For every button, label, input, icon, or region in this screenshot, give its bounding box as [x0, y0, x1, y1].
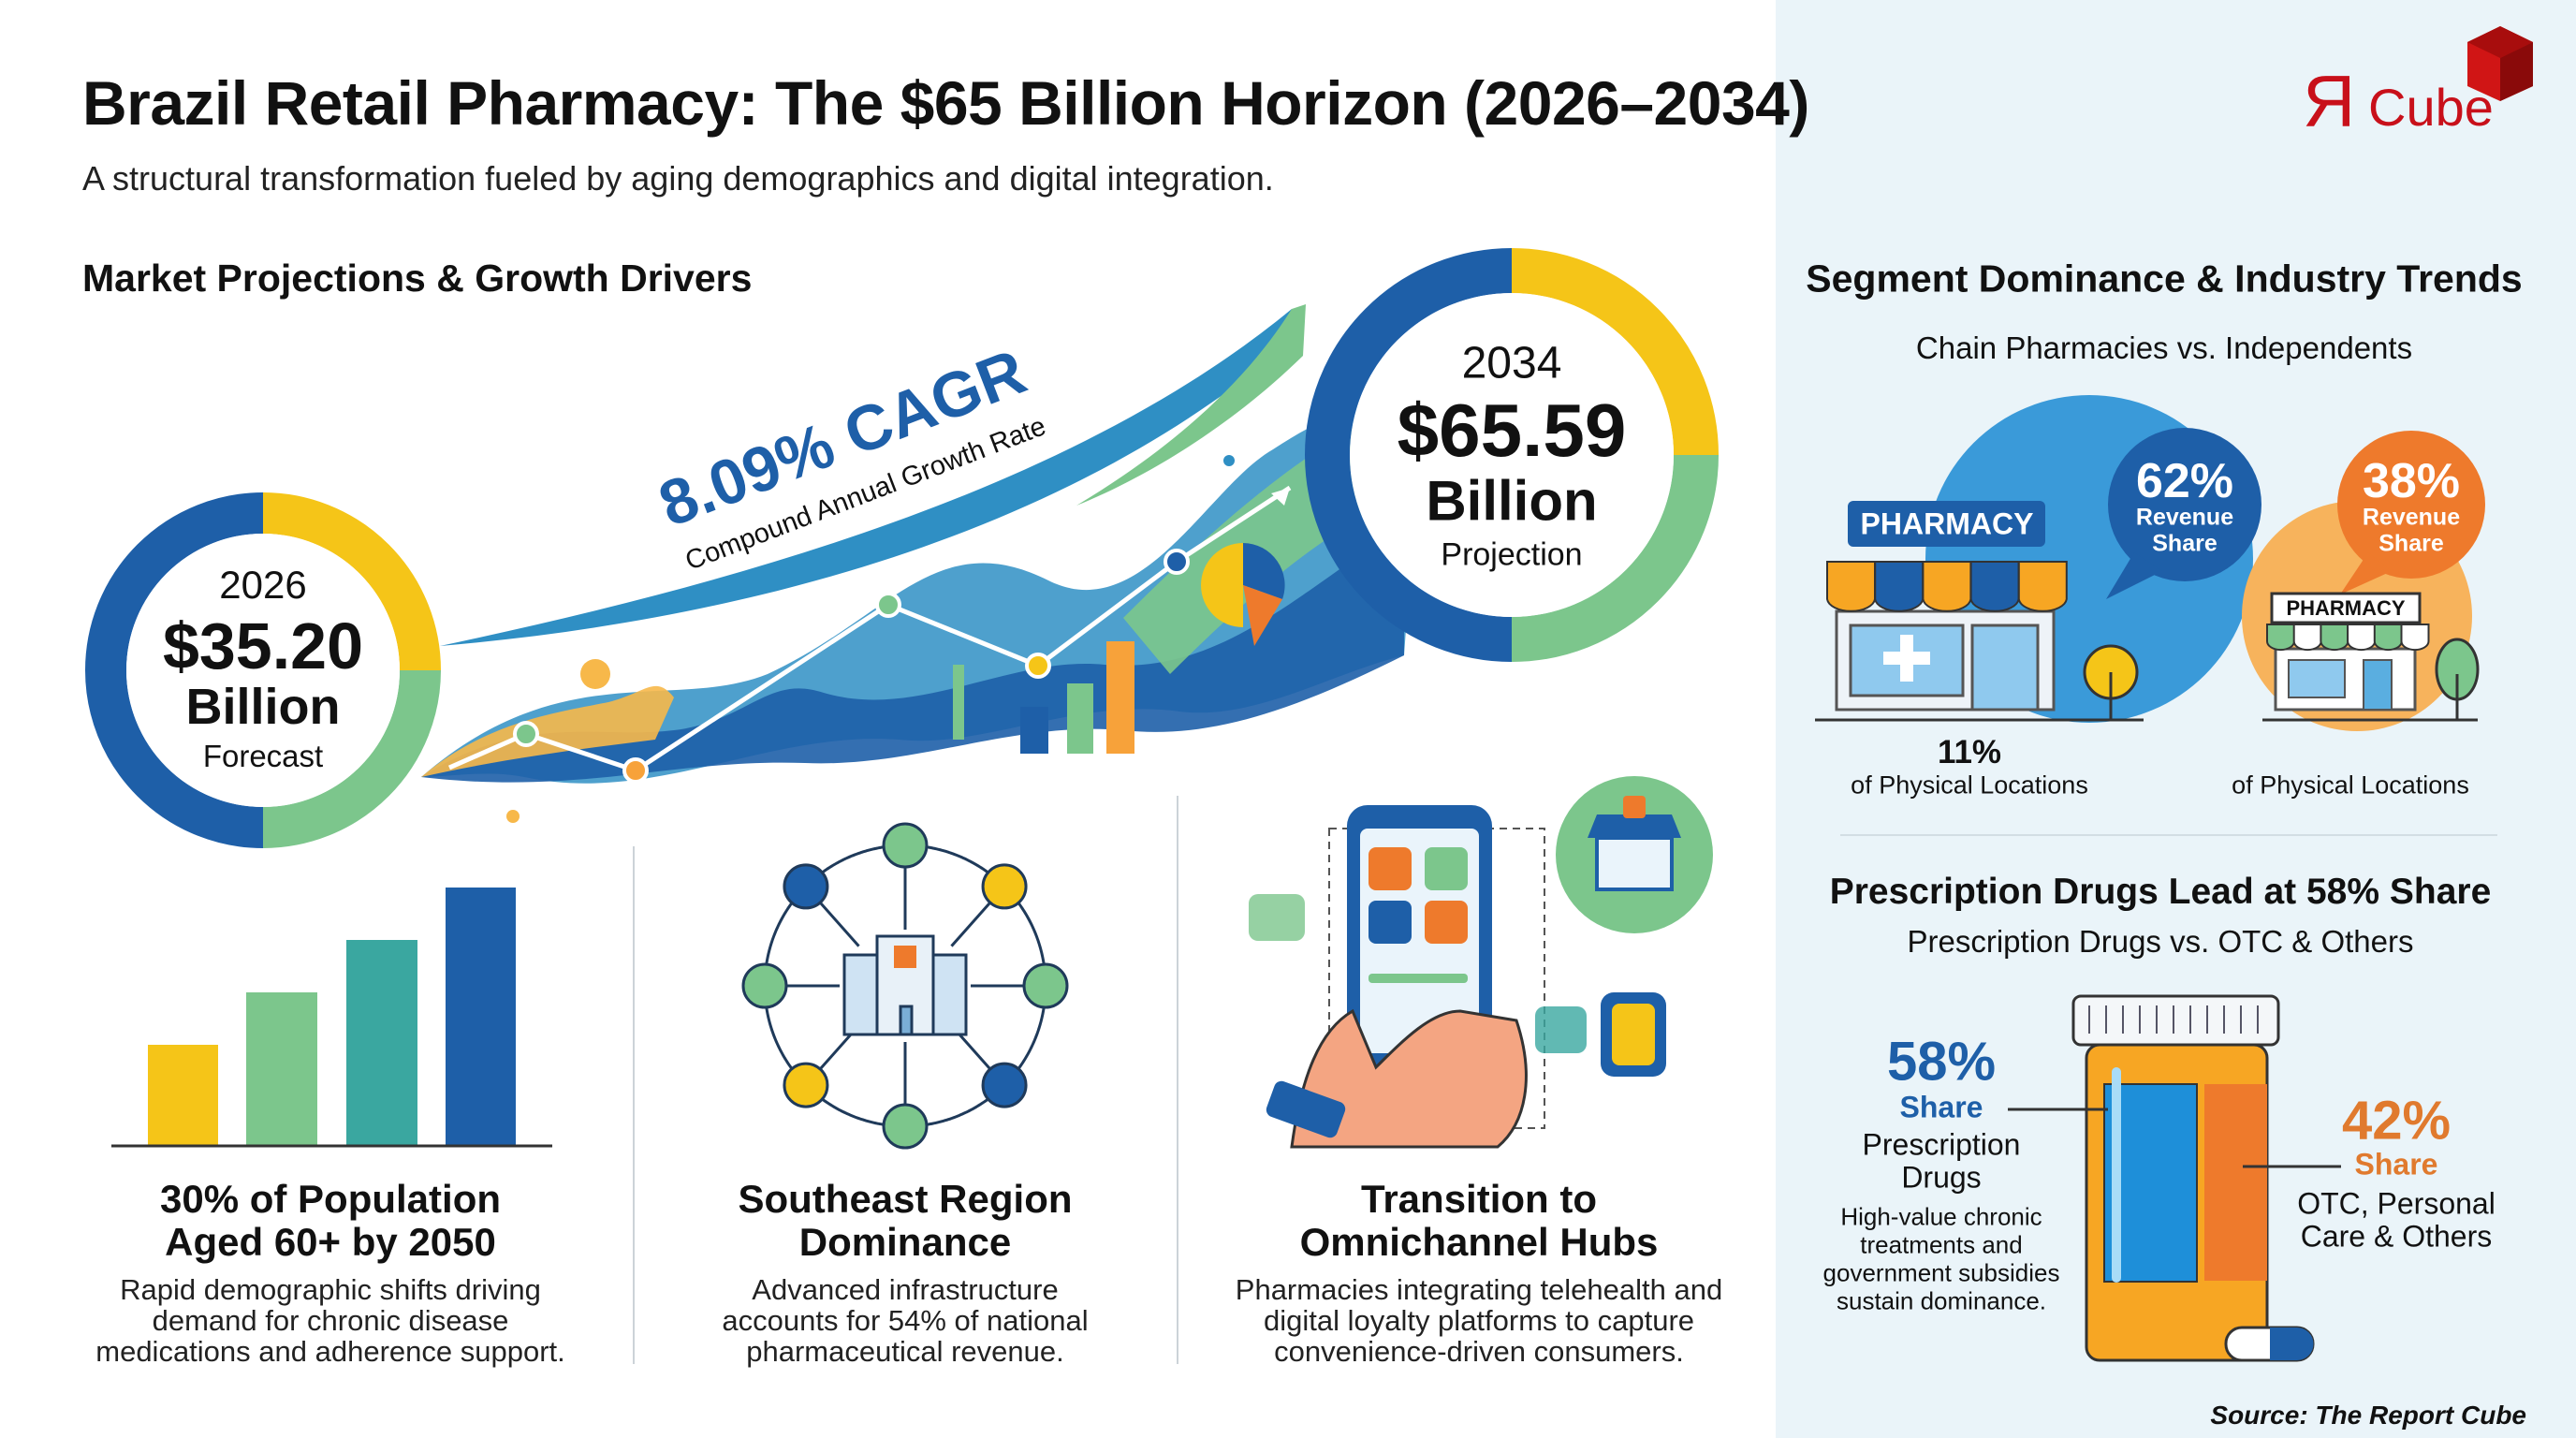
otc-label: Care & Others: [2300, 1219, 2493, 1254]
rx-label: Drugs: [1901, 1160, 1982, 1195]
driver-text: convenience-driven consumers.: [1274, 1335, 1684, 1368]
network-node: [1022, 962, 1069, 1009]
end-year: 2034: [1461, 338, 1562, 389]
end-value: $65.59: [1397, 389, 1627, 472]
network-node: [882, 1103, 929, 1150]
bar-chart-icon: [111, 888, 552, 1148]
prescription-title: Prescription Drugs Lead at 58% Share: [1829, 872, 2492, 912]
driver-text: accounts for 54% of national: [722, 1304, 1089, 1337]
report-cube-logo: Я Cube: [2303, 26, 2533, 142]
driver-text: demand for chronic disease: [152, 1304, 509, 1337]
pill-bottle-icon: [2008, 994, 2341, 1362]
network-node: [981, 1062, 1028, 1108]
independent-revenue-share: 38%: [2362, 454, 2461, 508]
awning-stripe: [2320, 624, 2349, 652]
start-value: $35.20: [162, 609, 364, 682]
chain-share-label: Share: [2152, 530, 2217, 557]
rx-desc: treatments and: [1860, 1230, 2023, 1259]
chain-vs-independent-illustration: [1815, 395, 2485, 731]
awning-stripe: [2292, 624, 2322, 652]
network-node: [783, 1062, 829, 1108]
rx-share-pct: 58%: [1886, 1031, 1997, 1093]
network-node: [981, 863, 1028, 910]
driver-title: Transition to: [1361, 1177, 1597, 1221]
network-node: [783, 863, 829, 910]
awning-stripe: [2400, 624, 2430, 652]
chain-vs-independent-subtitle: Chain Pharmacies vs. Independents: [1915, 330, 2413, 365]
independent-share-label: Revenue: [2362, 504, 2461, 531]
start-year: 2026: [219, 563, 307, 607]
chain-locations-label: of Physical Locations: [1851, 770, 2088, 800]
rx-share-label: Share: [1899, 1090, 1983, 1124]
driver-title: Aged 60+ by 2050: [165, 1220, 496, 1264]
driver-text: digital loyalty platforms to capture: [1263, 1304, 1695, 1337]
end-unit: Billion: [1426, 469, 1598, 533]
source-note: Source: The Report Cube: [2210, 1401, 2526, 1430]
driver-text: Pharmacies integrating telehealth and: [1235, 1273, 1723, 1306]
driver-title: Dominance: [798, 1220, 1012, 1264]
rx-label: Prescription: [1862, 1127, 2021, 1162]
start-unit: Billion: [185, 679, 341, 735]
independent-share-label: Share: [2378, 530, 2444, 557]
network-node: [741, 962, 788, 1009]
otc-label: OTC, Personal: [2297, 1186, 2496, 1221]
driver-title: Omnichannel Hubs: [1299, 1220, 1659, 1264]
otc-share-label: Share: [2354, 1147, 2438, 1181]
driver-text: Rapid demographic shifts driving: [120, 1273, 541, 1306]
prescription-subtitle: Prescription Drugs vs. OTC & Others: [1907, 924, 2414, 959]
page-subtitle: A structural transformation fueled by ag…: [82, 159, 1274, 198]
awning-stripe: [1922, 561, 1972, 612]
awning-stripe: [2266, 624, 2295, 652]
awning-stripe: [1826, 561, 1876, 612]
section-title-market: Market Projections & Growth Drivers: [82, 257, 753, 300]
network-node: [882, 822, 929, 869]
rx-desc: High-value chronic: [1840, 1202, 2042, 1231]
driver-text: Advanced infrastructure: [752, 1273, 1059, 1306]
awning-stripe: [1874, 561, 1925, 612]
chain-share-label: Revenue: [2135, 504, 2234, 531]
awning-stripe: [1969, 561, 2020, 612]
otc-share-pct: 42%: [2341, 1090, 2452, 1152]
svg-text:Я: Я: [2303, 60, 2355, 142]
network-hospital-icon: [741, 822, 1069, 1150]
rx-desc: sustain dominance.: [1836, 1286, 2047, 1315]
end-label: Projection: [1441, 536, 1583, 573]
donut-2026: [85, 492, 441, 848]
smartphone-omnichannel-icon: [1249, 776, 1713, 1149]
rx-desc: government subsidies: [1822, 1258, 2060, 1287]
page-title: Brazil Retail Pharmacy: The $65 Billion …: [82, 68, 1809, 138]
chain-store-sign: PHARMACY: [1860, 506, 2034, 541]
awning-stripe: [2017, 561, 2068, 612]
awning-stripe: [2373, 624, 2403, 652]
driver-title: 30% of Population: [159, 1177, 502, 1221]
independent-store-sign: PHARMACY: [2286, 596, 2406, 620]
section-title-segments: Segment Dominance & Industry Trends: [1806, 257, 2523, 301]
chain-locations-pct: 11%: [1937, 734, 2002, 770]
start-label: Forecast: [202, 739, 324, 773]
awning-stripe: [2347, 624, 2377, 652]
chain-revenue-share: 62%: [2135, 454, 2234, 508]
driver-text: pharmaceutical revenue.: [746, 1335, 1064, 1368]
independent-locations-label: of Physical Locations: [2232, 770, 2469, 800]
driver-title: Southeast Region: [738, 1177, 1073, 1221]
donut-2034: [1305, 248, 1719, 662]
driver-text: medications and adherence support.: [95, 1335, 565, 1368]
